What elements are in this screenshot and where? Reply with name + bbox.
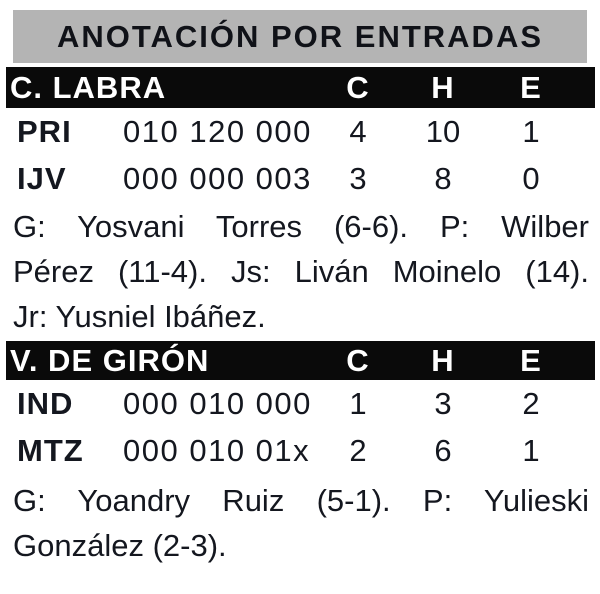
table-row: IND 000 010 000 1 3 2 xyxy=(6,380,595,427)
hits-value: 10 xyxy=(425,113,461,149)
errors-column-header: E xyxy=(520,342,542,378)
team-abbr: PRI xyxy=(17,113,72,149)
errors-value: 1 xyxy=(522,113,540,149)
hits-value: 6 xyxy=(434,432,452,468)
runs-value: 2 xyxy=(349,432,367,468)
linescore: 000 010 000 xyxy=(123,385,312,421)
table-row: PRI 010 120 000 4 10 1 xyxy=(6,108,595,155)
venue-header-bar-labra: C. LABRA C H E xyxy=(6,67,595,108)
runs-value: 3 xyxy=(349,160,367,196)
errors-column-header: E xyxy=(520,69,542,105)
hits-column-header: H xyxy=(431,342,455,378)
hits-value: 3 xyxy=(434,385,452,421)
pitching-notes: G: Yosvani Torres (6-6). P: Wilber Pérez… xyxy=(13,204,589,339)
venue-header-bar-giron: V. DE GIRÓN C H E xyxy=(6,341,595,380)
pitching-note-line: González (2-3). xyxy=(13,528,227,563)
table-row: MTZ 000 010 01x 2 6 1 xyxy=(6,427,595,474)
pitching-notes: G: Yoandry Ruiz (5-1). P: Yulieski Gonzá… xyxy=(13,478,589,568)
runs-column-header: C xyxy=(346,69,370,105)
table-row: IJV 000 000 003 3 8 0 xyxy=(6,155,595,202)
report-title: ANOTACIÓN POR ENTRADAS xyxy=(56,18,544,54)
hits-column-header: H xyxy=(431,69,455,105)
linescore: 000 010 01x xyxy=(123,432,311,468)
pitching-note-line: G: Yoandry Ruiz (5-1). P: Yulieski xyxy=(13,483,589,518)
linescore: 000 000 003 xyxy=(123,160,312,196)
box-score-page: ANOTACIÓN POR ENTRADAS C. LABRA C H E PR… xyxy=(0,10,600,594)
hits-value: 8 xyxy=(434,160,452,196)
errors-value: 0 xyxy=(522,160,540,196)
linescore: 010 120 000 xyxy=(123,113,312,149)
team-abbr: IND xyxy=(17,385,74,421)
team-abbr: MTZ xyxy=(17,432,84,468)
runs-value: 4 xyxy=(349,113,367,149)
errors-value: 1 xyxy=(522,432,540,468)
venue-name: C. LABRA xyxy=(10,69,167,105)
pitching-note-line: G: Yosvani Torres (6-6). P: Wilber xyxy=(13,209,589,244)
team-abbr: IJV xyxy=(17,160,67,196)
pitching-note-line: Pérez (11-4). Js: Liván Moinelo (14). xyxy=(13,254,589,289)
runs-column-header: C xyxy=(346,342,370,378)
report-title-bar: ANOTACIÓN POR ENTRADAS xyxy=(13,10,587,63)
pitching-note-line: Jr: Yusniel Ibáñez. xyxy=(13,299,266,334)
errors-value: 2 xyxy=(522,385,540,421)
runs-value: 1 xyxy=(349,385,367,421)
venue-name: V. DE GIRÓN xyxy=(10,342,210,378)
